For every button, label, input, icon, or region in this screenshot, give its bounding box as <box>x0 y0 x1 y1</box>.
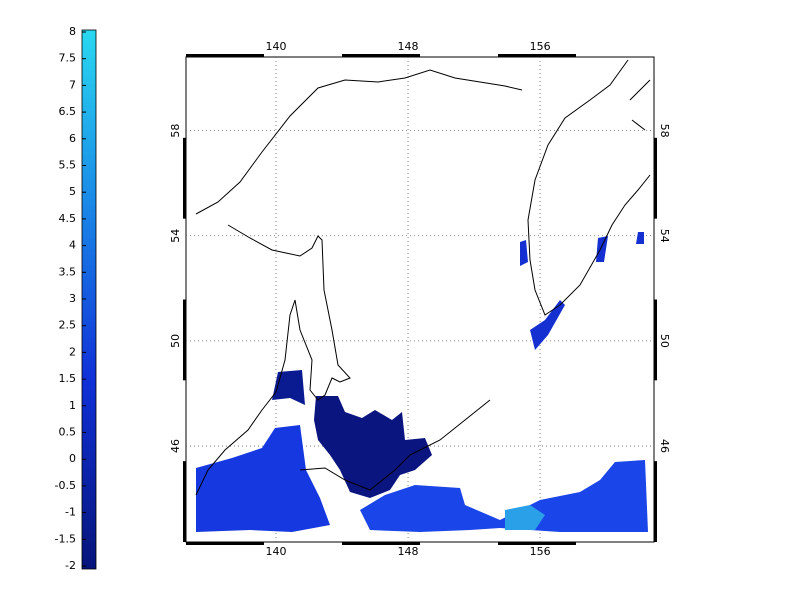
lat-label: 58 <box>658 124 671 138</box>
lat-label: 50 <box>658 334 671 348</box>
lat-label: 54 <box>169 229 182 243</box>
colorbar-tick-label: 4.5 <box>59 212 77 225</box>
coastline <box>195 224 351 496</box>
colorbar-tick-label: 0 <box>69 452 76 465</box>
colorbar-tick-label: 3 <box>69 292 76 305</box>
colorbar-tick-label: 7 <box>69 78 76 91</box>
colorbar-tick-label: 3.5 <box>59 265 77 278</box>
colorbar-tick-label: 2.5 <box>59 319 77 332</box>
lon-label: 148 <box>398 545 419 558</box>
colorbar-tick-label: -1 <box>65 506 76 519</box>
colorbar-tick-label: -1.5 <box>55 532 76 545</box>
frame-bar <box>498 54 576 57</box>
colorbar-tick-label: 6.5 <box>59 105 77 118</box>
frame-bar <box>654 299 657 381</box>
frame-bar <box>186 54 264 57</box>
lat-label: 50 <box>169 334 182 348</box>
field-blue <box>520 232 644 350</box>
lon-label: 156 <box>530 40 551 53</box>
colorbar-tick-label: 5.5 <box>59 159 77 172</box>
field-blue <box>196 425 330 532</box>
colorbar-tick-label: -2 <box>65 559 76 572</box>
frame-bar <box>183 137 186 219</box>
frame-bar <box>342 542 420 545</box>
lon-label: 156 <box>530 545 551 558</box>
frame-ticks <box>183 54 657 545</box>
coastline <box>629 79 651 131</box>
lon-label: 140 <box>265 545 286 558</box>
colorbar-tick-label: 2 <box>69 345 76 358</box>
colorbar-tick-label: 0.5 <box>59 426 77 439</box>
colorbar-tick-label: 4 <box>69 239 76 252</box>
coastline <box>299 399 491 491</box>
frame-bar <box>342 54 420 57</box>
lon-label: 148 <box>398 40 419 53</box>
lat-label: 46 <box>169 439 182 453</box>
lat-label: 58 <box>169 124 182 138</box>
colorbar-tick-label: 1.5 <box>59 372 77 385</box>
lat-label: 54 <box>658 229 671 243</box>
colorbar-tick-label: 1 <box>69 399 76 412</box>
field-navy <box>314 396 432 498</box>
colorbar-tick-label: 5 <box>69 185 76 198</box>
frame-bar <box>654 137 657 219</box>
colorbar-tick-label: 7.5 <box>59 52 77 65</box>
frame-bar <box>183 461 186 542</box>
colorbar-tick-label: -0.5 <box>55 479 76 492</box>
field-cyan <box>505 505 545 530</box>
colorbar-tick-label: 6 <box>69 132 76 145</box>
colorbar-tick-label: 8 <box>69 25 76 38</box>
field-blue <box>360 460 648 532</box>
frame-bar <box>183 299 186 381</box>
frame-bar <box>186 542 264 545</box>
coastline <box>527 59 651 316</box>
frame-bar <box>498 542 576 545</box>
coastline <box>195 69 523 215</box>
frame-bar <box>654 461 657 542</box>
lat-label: 46 <box>658 439 671 453</box>
lon-label: 140 <box>265 40 286 53</box>
field-navy <box>272 370 305 405</box>
